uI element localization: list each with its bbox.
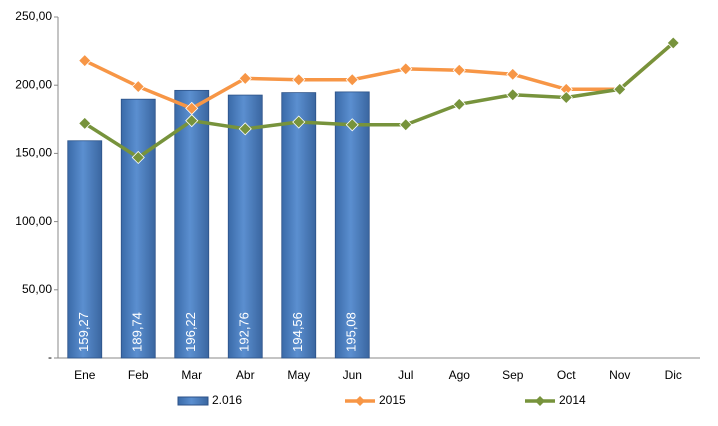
x-tick-label: Nov bbox=[609, 368, 630, 382]
y-tick-label: 100,00 bbox=[15, 214, 52, 228]
bar bbox=[174, 89, 210, 359]
x-tick-label: Ago bbox=[449, 368, 471, 382]
marker bbox=[666, 36, 680, 50]
marker bbox=[452, 63, 466, 77]
legend-swatch bbox=[355, 396, 365, 406]
marker bbox=[399, 62, 413, 76]
value-label: 194,56 bbox=[290, 312, 305, 352]
y-tick-label: - bbox=[48, 350, 52, 364]
value-label: 192,76 bbox=[237, 312, 252, 352]
marker bbox=[345, 118, 359, 132]
marker bbox=[131, 79, 145, 94]
marker bbox=[238, 71, 252, 85]
x-tick-label: Jun bbox=[343, 368, 362, 382]
value-label: 195,08 bbox=[344, 312, 359, 352]
value-label: 189,74 bbox=[130, 312, 145, 352]
marker bbox=[131, 150, 145, 165]
x-tick-label: Abr bbox=[236, 368, 255, 382]
x-tick-label: Sep bbox=[502, 368, 524, 382]
value-label: 196,22 bbox=[183, 312, 198, 352]
marker bbox=[78, 116, 92, 130]
x-tick-label: Dic bbox=[665, 368, 682, 382]
y-tick-label: 250,00 bbox=[15, 9, 52, 23]
marker bbox=[399, 118, 413, 132]
y-tick-label: 200,00 bbox=[15, 77, 52, 91]
legend-label: 2015 bbox=[379, 393, 406, 407]
marker bbox=[292, 115, 306, 129]
marker bbox=[506, 67, 520, 81]
legend-label: 2.016 bbox=[212, 393, 242, 407]
marker bbox=[292, 73, 306, 87]
line bbox=[83, 41, 675, 111]
bar bbox=[227, 94, 263, 359]
legend-swatch bbox=[535, 396, 545, 406]
x-tick-label: Ene bbox=[74, 368, 96, 382]
y-tick-label: 50,00 bbox=[22, 282, 52, 296]
x-tick-label: Mar bbox=[181, 368, 202, 382]
marker bbox=[345, 73, 359, 87]
legend-label: 2014 bbox=[559, 393, 586, 407]
value-label: 159,27 bbox=[76, 312, 91, 352]
marker bbox=[506, 88, 520, 102]
bar bbox=[334, 91, 370, 359]
x-tick-label: Jul bbox=[398, 368, 413, 382]
line bbox=[83, 41, 675, 160]
marker bbox=[559, 90, 573, 105]
marker bbox=[238, 122, 252, 136]
y-tick-label: 150,00 bbox=[15, 146, 52, 160]
bar bbox=[120, 98, 156, 359]
x-tick-label: May bbox=[287, 368, 310, 382]
marker bbox=[452, 97, 466, 111]
marker bbox=[78, 54, 92, 68]
bar bbox=[281, 92, 317, 359]
marker bbox=[185, 114, 199, 128]
legend-swatch bbox=[177, 396, 209, 406]
x-tick-label: Oct bbox=[557, 368, 576, 382]
marker bbox=[613, 82, 627, 96]
bar bbox=[67, 140, 103, 359]
x-tick-label: Feb bbox=[128, 368, 149, 382]
